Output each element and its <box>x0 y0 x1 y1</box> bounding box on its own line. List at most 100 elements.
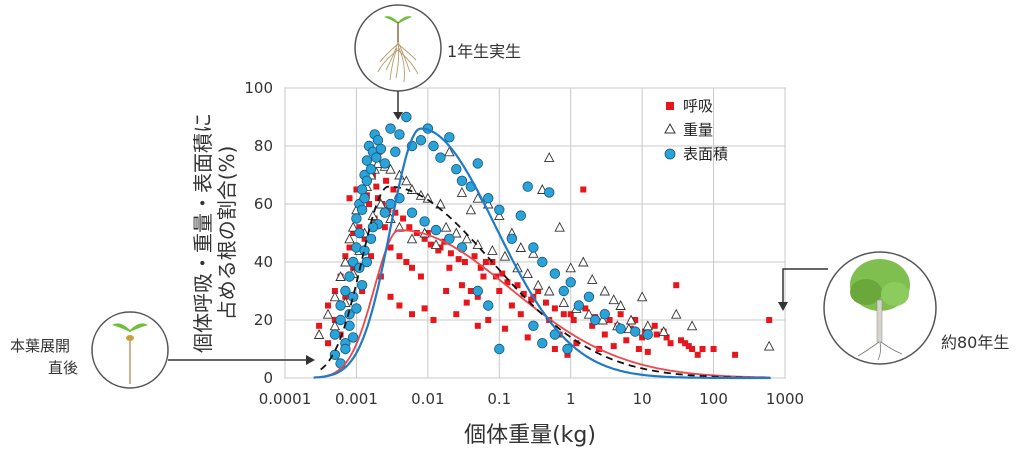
surface-point <box>506 233 518 245</box>
y-tick-labels: 0 20 40 60 80 100 <box>244 79 273 387</box>
surface-point <box>406 207 418 218</box>
weight-point <box>625 314 637 325</box>
weight-point <box>636 291 648 302</box>
seedling-1yr-illustration <box>354 4 442 92</box>
weight-point <box>465 204 477 215</box>
legend-marker-weight <box>664 122 676 134</box>
respiration-point <box>474 293 481 300</box>
y-axis-label-line2: 占める根の割合(%) <box>215 146 239 321</box>
respiration-point <box>461 259 468 265</box>
after-leaf-illustration <box>91 311 169 389</box>
respiration-point <box>373 183 380 190</box>
respiration-point <box>673 282 680 289</box>
surface-point <box>379 158 391 169</box>
surface-point <box>494 343 505 355</box>
x-tick-label: 0.001 <box>335 390 378 408</box>
respiration-point <box>632 317 639 323</box>
weight-point <box>347 221 359 232</box>
respiration-point <box>446 264 453 271</box>
surface-point <box>558 285 569 297</box>
surface-point <box>356 184 368 195</box>
surface-point <box>515 210 526 221</box>
surface-point <box>356 204 368 216</box>
respiration-point <box>350 264 357 271</box>
surface-point <box>335 314 346 326</box>
weight-point <box>670 308 682 319</box>
weight-point <box>487 244 498 255</box>
respiration-point <box>406 224 413 231</box>
respiration-point <box>601 331 608 338</box>
y-axis-label-line1: 個体呼吸・重量・表面積に <box>191 113 215 353</box>
weight-point <box>444 146 455 157</box>
weight-point <box>578 256 589 267</box>
weight-point <box>440 221 452 232</box>
respiration-point <box>610 343 617 350</box>
respiration-point <box>589 322 596 329</box>
respiration-point <box>361 235 368 242</box>
x-tick-label: 1000 <box>766 390 804 408</box>
y-tick-label: 40 <box>254 253 273 271</box>
surface-point <box>565 277 576 288</box>
respiration-point <box>430 317 437 323</box>
surface-point <box>428 140 439 152</box>
surface-point <box>344 271 355 282</box>
respiration-point <box>573 340 580 347</box>
respiration-point <box>427 241 434 248</box>
respiration-trend-line <box>317 229 771 379</box>
respiration-point <box>387 293 394 300</box>
legend-label-respiration: 呼吸 <box>683 97 713 115</box>
respiration-point <box>499 270 506 277</box>
after-leaf-arrowhead <box>306 355 315 365</box>
respiration-point <box>417 273 424 280</box>
respiration-point <box>685 343 692 350</box>
surface-point <box>589 314 601 326</box>
respiration-point <box>635 346 642 352</box>
surface-point <box>365 233 377 245</box>
weight-point <box>322 308 334 319</box>
legend-marker-surface <box>664 148 676 160</box>
respiration-point <box>570 317 577 323</box>
surface-trend-line <box>313 127 771 380</box>
weight-point <box>367 210 379 221</box>
surface-point <box>415 134 427 146</box>
surface-point <box>361 256 373 268</box>
legend-marker-respiration <box>666 102 674 110</box>
surface-point <box>375 143 387 155</box>
weight-point <box>406 233 418 244</box>
respiration-point <box>421 305 428 312</box>
respiration-point <box>617 311 624 318</box>
weight-point <box>543 152 555 163</box>
respiration-point <box>520 290 527 297</box>
respiration-point <box>480 273 487 280</box>
respiration-point <box>582 305 589 312</box>
weight-point <box>494 210 505 221</box>
respiration-point <box>381 224 388 231</box>
y-tick-label: 80 <box>254 137 273 155</box>
respiration-point <box>463 299 470 306</box>
y-tick-label: 100 <box>244 79 273 97</box>
surface-point <box>494 204 505 216</box>
weight-point <box>554 221 565 232</box>
surface-point <box>472 285 483 297</box>
respiration-point <box>551 305 558 312</box>
respiration-point <box>337 331 344 338</box>
respiration-point <box>374 195 381 202</box>
weight-point <box>394 221 405 232</box>
y-tick-label: 0 <box>263 369 273 387</box>
x-tick-label: 1 <box>566 390 576 408</box>
respiration-point <box>435 247 442 254</box>
surface-point <box>361 175 373 187</box>
surface-point <box>385 123 396 134</box>
surface-point <box>379 207 391 218</box>
x-tick-label: 0.0001 <box>259 390 312 408</box>
respiration-point <box>368 253 375 260</box>
weight-point <box>543 285 555 296</box>
respiration-point <box>485 317 492 323</box>
weight-point <box>597 314 608 325</box>
respiration-point <box>504 279 511 286</box>
weight-point <box>313 329 325 339</box>
respiration-point <box>623 337 630 344</box>
surface-point <box>430 224 442 236</box>
x-tick-label: 10 <box>633 390 652 408</box>
respiration-point <box>409 264 416 271</box>
